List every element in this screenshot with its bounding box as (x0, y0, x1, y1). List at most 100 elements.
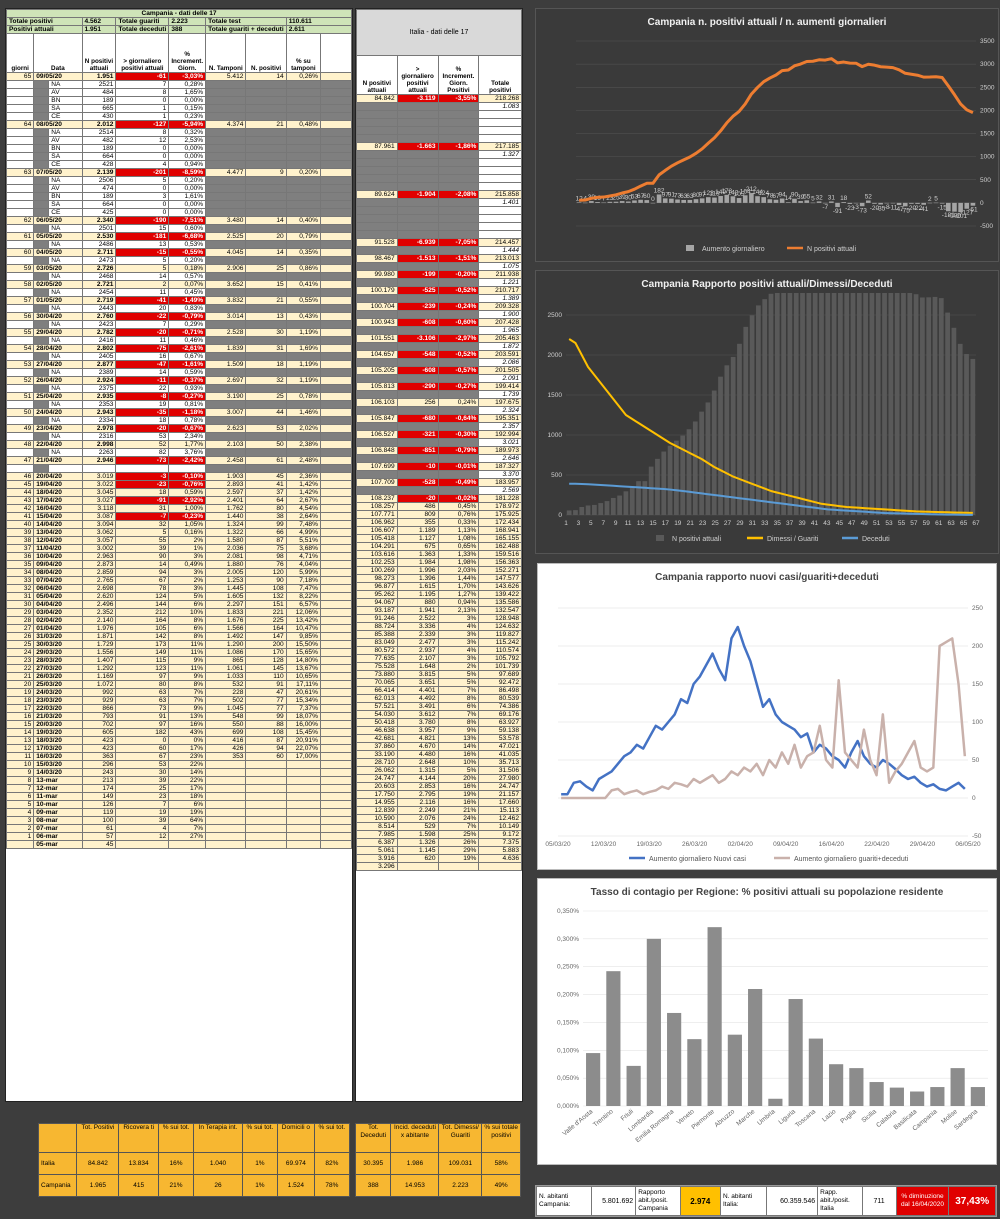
cell-giorno: 4 (6, 808, 35, 817)
cell-increment: 0,60% (168, 224, 207, 233)
cell-it-positivi: 5.061 (356, 846, 398, 855)
cell-giornaliero: 14 (115, 368, 170, 377)
cell-positivi: 66 (245, 528, 287, 537)
cell-giornaliero: 19 (115, 400, 170, 409)
bar (950, 1068, 965, 1106)
cell-tamponi: 532 (205, 680, 247, 689)
cell-empty (437, 158, 480, 167)
cell-empty (319, 200, 352, 209)
bar (644, 200, 650, 203)
bar-label: -35 (876, 205, 886, 212)
cell-tamponi: 416 (205, 736, 247, 745)
cell-giornaliero: 14 (115, 272, 170, 281)
totale-deceduti-value: 388 (168, 25, 207, 34)
abitanti-campania-label: N. abitanti Campania: (536, 1186, 592, 1216)
cell-empty (437, 326, 480, 335)
legend-label: Aumento giornaliero Nuovi casi (649, 856, 746, 863)
cell-empty (285, 464, 321, 473)
table-row: NA 2416 11 0,46% (6, 336, 352, 345)
cell-positivi: 21 (245, 120, 287, 129)
bar-label: 32 (815, 194, 823, 201)
cell-positivi: 200 (245, 640, 287, 649)
cell-provincia: CE (48, 208, 83, 217)
italia-row: 1.327 (356, 150, 522, 159)
cell-it-positivi: 105.205 (356, 366, 398, 375)
y-tick-label: -50 (972, 833, 982, 840)
bar (674, 440, 679, 515)
bar-label: 39 (797, 194, 805, 201)
cell-empty (319, 672, 352, 681)
cell-it-giornaliero: 4.821 (396, 734, 439, 743)
cell-perc-tamponi: 2,02% (285, 424, 321, 433)
cell-empty (33, 144, 50, 153)
cell-giornaliero: 60 (115, 744, 170, 753)
cell-empty (356, 102, 398, 111)
cell-it-positivi: 85.388 (356, 630, 398, 639)
cell-giornaliero: 11 (115, 288, 170, 297)
cell-data: 25/04/20 (33, 392, 83, 401)
cell-it-positivi: 98.467 (356, 254, 398, 263)
cell-data: 06/04/20 (33, 584, 83, 593)
col-it-positivi: N positivi attuali (356, 55, 398, 95)
italia-row: 77.635 2.107 3% 105.792 (356, 654, 522, 663)
cell-it-totale: 74.386 (478, 702, 522, 711)
bar-label: 144 (752, 189, 763, 196)
bar (869, 293, 875, 515)
cell-giornaliero: 63 (115, 688, 170, 697)
bar (586, 1053, 601, 1106)
cell-empty (356, 118, 398, 127)
cell-note: 1.900 (478, 310, 522, 319)
cell-it-giornaliero: -290 (396, 382, 439, 391)
cell-it-giornaliero: 1.363 (396, 550, 439, 559)
bar (927, 202, 933, 204)
cell-giornaliero: 53 (115, 432, 170, 441)
italia-row: 93.187 1.941 2,13% 132.547 (356, 606, 522, 615)
bar-label: 173 (721, 188, 732, 195)
cell-empty (33, 152, 50, 161)
cell-empty (319, 256, 352, 265)
cell-data: 04/05/20 (33, 248, 83, 257)
cell-giorno: 30 (6, 600, 35, 609)
bar-label: -190 (948, 213, 961, 220)
campania-table: Campania - dati delle 17 Totale positivi… (5, 8, 353, 1102)
cell-empty (356, 134, 398, 143)
cell-it-positivi: 75.528 (356, 662, 398, 671)
cell-giorno: 61 (6, 232, 35, 241)
cell-it-increment: 0,24% (437, 398, 480, 407)
cell-it-giornaliero: 620 (396, 854, 439, 863)
bar (761, 197, 766, 203)
cell-it-totale: 217.185 (478, 142, 522, 151)
bar (901, 293, 906, 515)
italia-row: 107.699 -10 -0,01% 187.327 (356, 462, 522, 471)
cell-positivi (245, 776, 287, 785)
cell-empty (319, 144, 352, 153)
cell-data: 30/03/20 (33, 640, 83, 649)
cell-it-increment: 26% (437, 838, 480, 847)
cell-empty (356, 422, 398, 431)
cell-empty (285, 128, 321, 137)
cell-empty (396, 310, 439, 319)
cell-increment: 8% (168, 616, 207, 625)
cell-it-increment: -0,20% (437, 270, 480, 279)
cell-n-positivi: 2.620 (81, 592, 117, 601)
cell-n-positivi: 665 (81, 104, 117, 113)
cell-data: 13-mar (33, 776, 83, 785)
cell-increment: -0,23% (168, 512, 207, 521)
cell-empty (396, 230, 439, 239)
cell-empty (33, 464, 50, 473)
cell-empty (437, 390, 480, 399)
cell-provincia: SA (48, 152, 83, 161)
cell-empty (319, 640, 352, 649)
cell-positivi: 88 (245, 720, 287, 729)
bar (896, 202, 902, 206)
summary-row-label: Campania (37, 1174, 78, 1197)
cell-it-increment: 0,76% (437, 510, 480, 519)
cell-it-increment: 16% (437, 782, 480, 791)
cell-increment: 9% (168, 656, 207, 665)
cell-empty (437, 222, 480, 231)
cell-empty (319, 392, 352, 401)
cell-giornaliero: 53 (115, 760, 170, 769)
bar (610, 497, 616, 515)
summary-cell: 16% (157, 1152, 195, 1175)
category-label: Valle d'Aosta (561, 1108, 594, 1138)
